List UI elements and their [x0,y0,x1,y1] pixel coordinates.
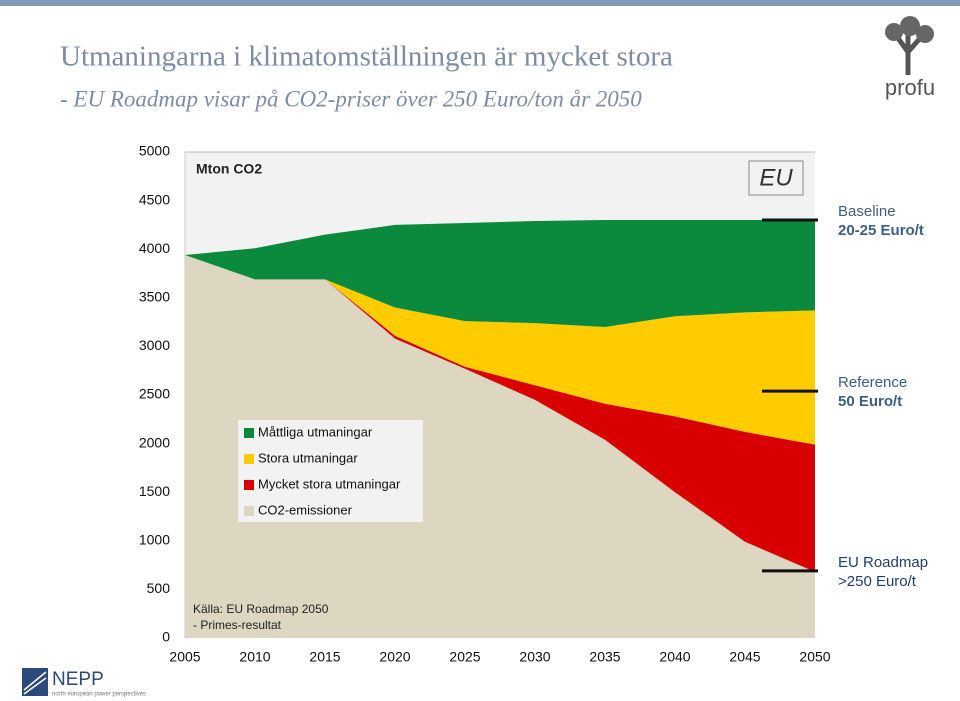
annotation-text: >250 Euro/t [838,573,917,590]
y-tick-label: 500 [147,580,171,596]
annotation-text: Baseline [838,203,896,220]
y-tick-label: 0 [162,629,170,645]
legend-label: Stora utmaningar [258,450,358,465]
area [185,255,815,572]
y-tick-label: 5000 [139,143,170,159]
legend-swatch [244,506,254,516]
x-tick-label: 2050 [799,649,830,665]
x-tick-label: 2020 [379,649,410,665]
x-tick-label: 2010 [239,649,270,665]
x-tick-label: 2045 [729,649,760,665]
area [185,255,815,445]
subtitle: - EU Roadmap visar på CO2-priser över 25… [60,86,642,111]
region-box [748,160,804,196]
legend-label: Måttliga utmaningar [258,424,373,439]
legend-label: CO2-emissioner [258,502,353,517]
annotation-text: Reference [838,374,907,391]
x-tick-label: 2030 [519,649,550,665]
legend-label: Mycket stora utmaningar [258,476,401,491]
y-tick-label: 2000 [139,434,170,450]
source-text: Källa: EU Roadmap 2050 [193,602,329,616]
area [185,220,815,327]
x-tick-label: 2040 [659,649,690,665]
title: Utmaningarna i klimatomställningen är my… [60,41,673,73]
y-tick-label: 1500 [139,483,170,499]
x-tick-label: 2005 [169,649,200,665]
y-tick-label: 1000 [139,532,170,548]
nepp-tagline: north european power perspectives [52,692,146,698]
legend-swatch [244,428,254,438]
y-tick-label: 3500 [139,289,170,305]
y-tick-label: 2500 [139,386,170,402]
y-tick-label: 3000 [139,337,170,353]
x-tick-label: 2025 [449,649,480,665]
annotation-text: 50 Euro/t [838,393,902,410]
area [185,255,815,639]
legend-swatch [244,454,254,464]
source-text: - Primes-resultat [193,618,282,632]
y-tick-label: 4000 [139,240,170,256]
top-bar [0,0,960,6]
region-label: EU [759,164,793,191]
y-tick-label: 4500 [139,191,170,207]
profu-text: profu [885,75,935,100]
x-tick-label: 2035 [589,649,620,665]
legend-swatch [244,480,254,490]
annotation-text: EU Roadmap [838,554,928,571]
nepp-logo: NEPP north european power perspectives [22,668,146,698]
legend-box [238,420,423,522]
nepp-text: NEPP [52,669,104,690]
unit-label: Mton CO2 [196,161,262,177]
chart: 0 500 1000 1500 2000 2500 3000 3500 4000 4500 5000… [139,143,928,665]
profu-logo: profu [885,16,935,100]
x-tick-label: 2015 [309,649,340,665]
annotation-text: 20-25 Euro/t [838,222,924,239]
